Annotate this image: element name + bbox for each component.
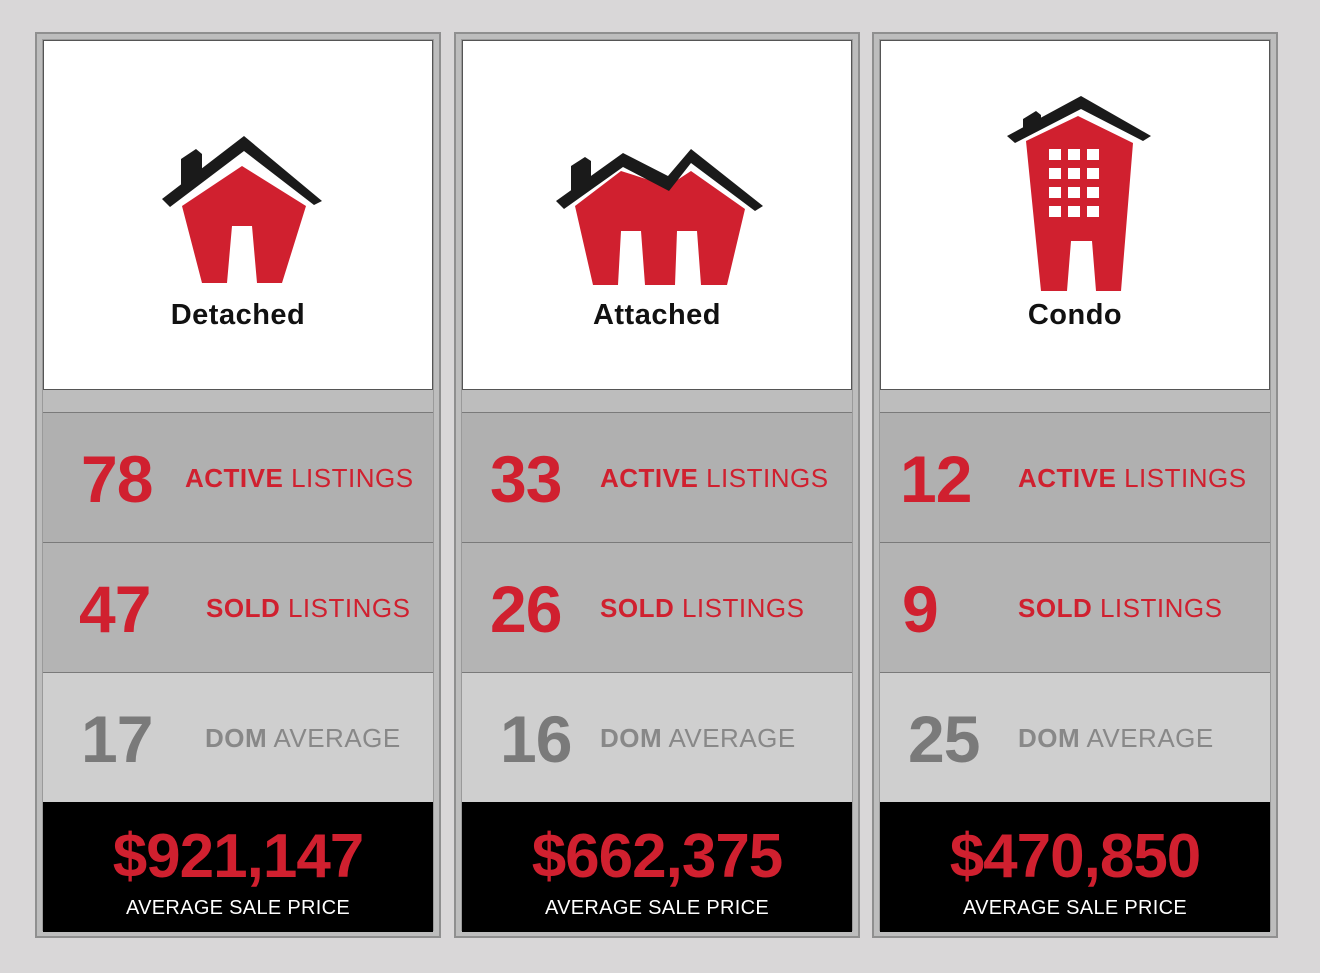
average-sale-price: $470,850 bbox=[949, 822, 1202, 891]
dom-average-row: 16 DOM AVERAGE bbox=[462, 672, 852, 802]
sold-listings-row: 9 SOLD LISTINGS bbox=[880, 542, 1270, 672]
active-listings-count: 78 bbox=[81, 442, 153, 516]
condo-header: Condo bbox=[880, 40, 1270, 390]
property-type-label: Detached bbox=[170, 299, 306, 331]
active-listings-label: ACTIVE LISTINGS bbox=[185, 463, 414, 493]
active-listings-row: 12 ACTIVE LISTINGS bbox=[880, 412, 1270, 542]
average-sale-price-caption: AVERAGE SALE PRICE bbox=[545, 897, 769, 919]
attached-card: Attached 33 ACTIVE LISTINGS 26 SOLD LIST… bbox=[454, 32, 860, 938]
sold-listings-label: SOLD LISTINGS bbox=[600, 593, 805, 623]
sold-listings-count: 9 bbox=[902, 572, 939, 646]
dom-average-value: 25 bbox=[908, 702, 980, 776]
sold-listings-count: 47 bbox=[79, 572, 151, 646]
average-sale-price: $662,375 bbox=[531, 822, 784, 891]
dom-average-row: 25 DOM AVERAGE bbox=[880, 672, 1270, 802]
sold-listings-row: 47 SOLD LISTINGS bbox=[43, 542, 433, 672]
sold-listings-row: 26 SOLD LISTINGS bbox=[462, 542, 852, 672]
average-sale-price-caption: AVERAGE SALE PRICE bbox=[963, 897, 1187, 919]
condo-card: Condo 12 ACTIVE LISTINGS 9 SOLD LISTINGS… bbox=[872, 32, 1278, 938]
dom-average-value: 17 bbox=[81, 702, 153, 776]
active-listings-count: 12 bbox=[900, 442, 972, 516]
detached-house-icon bbox=[162, 136, 322, 283]
dom-average-label: DOM AVERAGE bbox=[205, 723, 401, 753]
property-type-label: Attached bbox=[592, 299, 722, 331]
dom-average-label: DOM AVERAGE bbox=[1018, 723, 1214, 753]
dom-average-row: 17 DOM AVERAGE bbox=[43, 672, 433, 802]
active-listings-row: 78 ACTIVE LISTINGS bbox=[43, 412, 433, 542]
detached-card: Detached 78 ACTIVE LISTINGS 47 SOLD LIST… bbox=[35, 32, 441, 938]
active-listings-label: ACTIVE LISTINGS bbox=[1018, 463, 1247, 493]
active-listings-count: 33 bbox=[490, 442, 562, 516]
average-sale-price: $921,147 bbox=[112, 822, 365, 891]
attached-house-icon bbox=[556, 149, 763, 285]
average-sale-price-caption: AVERAGE SALE PRICE bbox=[126, 897, 350, 919]
active-listings-row: 33 ACTIVE LISTINGS bbox=[462, 412, 852, 542]
dom-average-label: DOM AVERAGE bbox=[600, 723, 796, 753]
condo-building-icon bbox=[1007, 96, 1151, 291]
attached-header: Attached bbox=[462, 40, 852, 390]
sold-listings-label: SOLD LISTINGS bbox=[206, 593, 411, 623]
dom-average-value: 16 bbox=[500, 702, 572, 776]
sold-listings-label: SOLD LISTINGS bbox=[1018, 593, 1223, 623]
average-sale-price-panel: $662,375 AVERAGE SALE PRICE bbox=[462, 802, 852, 932]
property-type-label: Condo bbox=[1027, 299, 1123, 331]
average-sale-price-panel: $921,147 AVERAGE SALE PRICE bbox=[43, 802, 433, 932]
active-listings-label: ACTIVE LISTINGS bbox=[600, 463, 829, 493]
sold-listings-count: 26 bbox=[490, 572, 562, 646]
average-sale-price-panel: $470,850 AVERAGE SALE PRICE bbox=[880, 802, 1270, 932]
detached-header: Detached bbox=[43, 40, 433, 390]
